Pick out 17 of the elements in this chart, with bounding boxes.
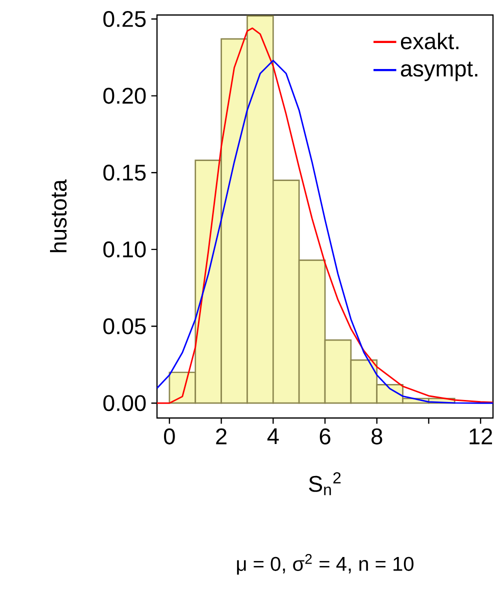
x-axis-title: S$_{n}$2 [308, 472, 341, 496]
x-tick-label: 2 [216, 428, 226, 444]
y-tick-label: 0.00 [103, 395, 146, 412]
legend-label: exakt. [400, 32, 458, 50]
y-tick-label: 0.20 [103, 88, 146, 104]
y-tick-label: 0.05 [103, 318, 146, 334]
y-tick-label: 0.15 [103, 164, 146, 181]
y-tick-label: 0.25 [103, 10, 146, 28]
x-tick-label: 12 [470, 428, 492, 444]
y-axis-title: hustota [50, 179, 67, 252]
x-tick-label: 4 [267, 428, 279, 444]
x-tick-label: 6 [320, 428, 330, 444]
x-tick-label: 8 [372, 428, 382, 444]
text: μ = 0, σ$^{2}$ = 4, n = 10 [237, 554, 414, 575]
y-tick-label: 0.10 [103, 241, 146, 258]
x-tick-label: 0 [164, 428, 175, 444]
legend-label: asympt. [400, 62, 478, 82]
